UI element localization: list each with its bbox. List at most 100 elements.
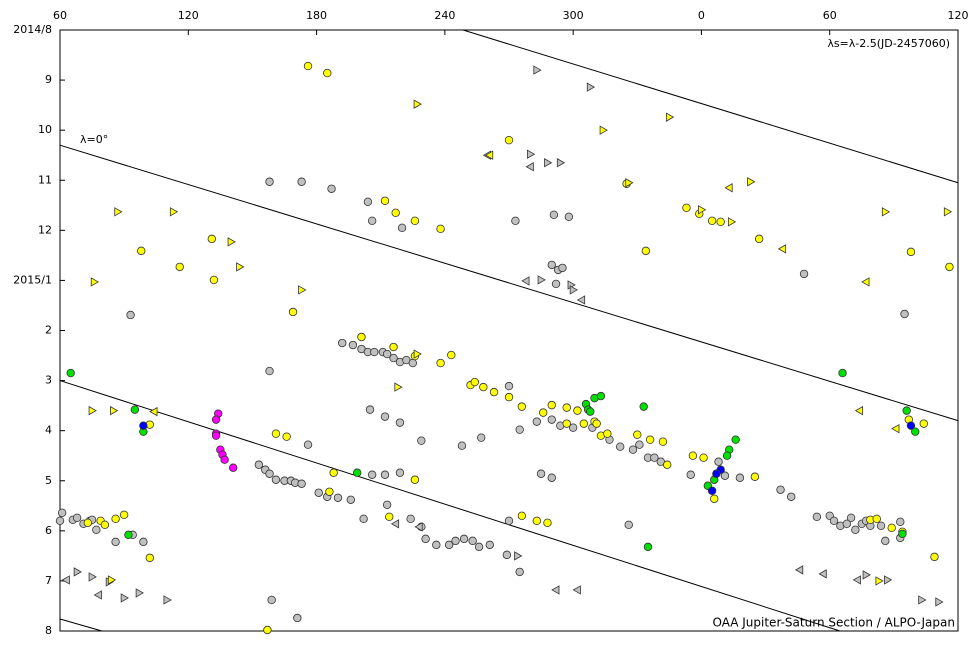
point bbox=[88, 572, 97, 582]
point bbox=[263, 625, 272, 635]
point bbox=[209, 275, 219, 285]
point bbox=[297, 177, 306, 186]
point bbox=[532, 417, 541, 426]
point bbox=[397, 223, 407, 233]
point bbox=[707, 486, 717, 495]
point bbox=[551, 585, 560, 595]
point bbox=[447, 350, 456, 360]
point bbox=[380, 196, 390, 205]
point bbox=[891, 423, 900, 434]
y-tick-label: 9 bbox=[45, 73, 52, 86]
point bbox=[470, 377, 479, 387]
point bbox=[625, 178, 634, 188]
point bbox=[504, 516, 514, 526]
y-tick-label: 2014/8 bbox=[13, 23, 52, 36]
point bbox=[902, 406, 911, 415]
point bbox=[628, 445, 638, 454]
point bbox=[537, 275, 546, 285]
point bbox=[390, 519, 400, 529]
point bbox=[663, 460, 672, 469]
point bbox=[389, 342, 398, 352]
point bbox=[887, 523, 896, 533]
point bbox=[525, 162, 534, 172]
point bbox=[135, 588, 144, 598]
point bbox=[83, 518, 92, 528]
y-tick-label: 10 bbox=[38, 123, 52, 136]
point bbox=[876, 521, 886, 531]
point bbox=[391, 208, 400, 218]
point bbox=[479, 382, 488, 392]
x-tick-label: 60 bbox=[53, 9, 67, 22]
point bbox=[754, 234, 764, 244]
point bbox=[576, 295, 586, 305]
point bbox=[592, 419, 601, 428]
point bbox=[395, 468, 405, 477]
point bbox=[236, 262, 245, 272]
point bbox=[511, 216, 520, 226]
point bbox=[699, 453, 708, 462]
point bbox=[163, 595, 172, 605]
reference-line bbox=[59, 380, 841, 632]
point bbox=[884, 575, 893, 585]
point bbox=[686, 470, 695, 479]
point bbox=[547, 260, 556, 270]
point bbox=[603, 429, 612, 438]
point bbox=[457, 441, 467, 450]
point bbox=[110, 405, 119, 416]
point bbox=[421, 534, 430, 544]
point bbox=[504, 392, 514, 402]
point bbox=[930, 552, 939, 562]
point bbox=[818, 569, 827, 579]
point bbox=[55, 516, 65, 526]
x-tick-label: 240 bbox=[434, 9, 455, 22]
x-tick-label: 300 bbox=[563, 9, 584, 22]
point bbox=[906, 247, 916, 257]
point bbox=[935, 597, 944, 607]
point bbox=[517, 402, 527, 411]
point bbox=[382, 500, 392, 509]
point bbox=[124, 530, 133, 540]
point bbox=[547, 400, 556, 410]
point bbox=[532, 516, 541, 526]
point bbox=[558, 263, 567, 273]
point bbox=[829, 516, 839, 526]
point bbox=[564, 212, 574, 222]
point bbox=[549, 210, 559, 220]
point bbox=[665, 112, 675, 122]
point bbox=[547, 415, 556, 424]
point bbox=[413, 349, 422, 359]
y-tick-label: 8 bbox=[45, 624, 52, 637]
point bbox=[919, 419, 928, 428]
point bbox=[395, 418, 405, 427]
point bbox=[139, 421, 148, 430]
reference-line bbox=[59, 618, 103, 632]
point bbox=[410, 216, 420, 226]
point bbox=[100, 520, 110, 530]
y-tick-label: 2015/1 bbox=[13, 273, 52, 286]
point bbox=[348, 340, 358, 350]
point bbox=[539, 408, 548, 417]
point bbox=[325, 487, 334, 496]
point bbox=[363, 197, 373, 206]
point bbox=[852, 575, 861, 585]
point bbox=[861, 277, 870, 287]
point bbox=[881, 536, 890, 546]
point bbox=[851, 525, 860, 535]
point bbox=[896, 517, 905, 527]
point bbox=[139, 537, 148, 547]
point bbox=[572, 585, 581, 595]
point bbox=[846, 513, 856, 523]
point bbox=[92, 525, 101, 535]
point bbox=[536, 469, 546, 478]
point bbox=[145, 553, 154, 563]
point bbox=[716, 217, 725, 227]
point bbox=[436, 224, 445, 234]
point bbox=[504, 381, 514, 391]
point bbox=[489, 387, 499, 397]
point bbox=[799, 269, 809, 279]
point bbox=[385, 512, 394, 522]
point bbox=[477, 433, 486, 442]
point bbox=[394, 382, 403, 392]
point bbox=[436, 358, 445, 368]
point bbox=[586, 407, 595, 416]
